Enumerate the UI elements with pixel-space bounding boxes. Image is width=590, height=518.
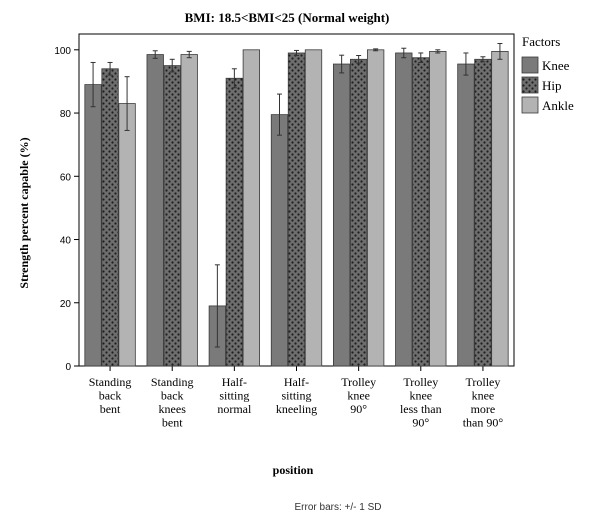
x-tick-label: Trolley knee more than 90° bbox=[463, 375, 504, 430]
x-tick-label-line: back bbox=[161, 389, 184, 403]
y-tick-label: 20 bbox=[60, 299, 72, 310]
x-tick-label-line: 90° bbox=[412, 416, 429, 430]
bar-hip bbox=[287, 52, 306, 367]
x-tick-label-line: Standing bbox=[89, 375, 132, 389]
x-tick-label: Standing back knees bent bbox=[151, 375, 194, 430]
x-tick-label-line: kneeling bbox=[276, 402, 317, 416]
bar-knee bbox=[457, 63, 475, 367]
x-tick-label-line: more bbox=[471, 402, 496, 416]
bar-ankle bbox=[180, 54, 198, 367]
x-tick-label-line: Trolley bbox=[341, 375, 376, 389]
y-tick-label: 40 bbox=[60, 236, 72, 247]
bar-knee bbox=[84, 84, 102, 367]
legend-label-knee: Knee bbox=[542, 58, 570, 73]
x-tick-label-line: back bbox=[99, 389, 122, 403]
legend-swatch-ankle bbox=[521, 96, 539, 114]
bar-knee bbox=[146, 54, 164, 367]
x-tick-label-line: than 90° bbox=[463, 416, 504, 430]
y-tick-label: 80 bbox=[60, 109, 72, 120]
bar-hip bbox=[349, 58, 368, 367]
bar-ankle bbox=[242, 49, 261, 367]
legend-title: Factors bbox=[522, 34, 560, 49]
bar-hip bbox=[474, 58, 492, 367]
x-tick-label: Trolley knee less than 90° bbox=[400, 375, 442, 430]
bar-knee bbox=[270, 114, 289, 367]
bar-hip bbox=[101, 68, 119, 367]
x-tick-label-line: knee bbox=[347, 389, 370, 403]
bar-ankle bbox=[491, 50, 509, 367]
y-tick-label: 60 bbox=[60, 172, 72, 183]
x-tick-label-line: knee bbox=[409, 389, 432, 403]
x-tick-label-line: 90° bbox=[350, 402, 367, 416]
bar-ankle bbox=[118, 103, 136, 367]
bar-ankle bbox=[366, 49, 385, 367]
x-tick-label-line: sitting bbox=[219, 389, 249, 403]
bar-ankle bbox=[429, 50, 447, 367]
legend-swatch-hip bbox=[521, 76, 539, 94]
x-tick-label: Half-sitting kneeling bbox=[276, 375, 317, 416]
x-tick-label-line: Half- bbox=[284, 375, 309, 389]
chart-title: BMI: 18.5<BMI<25 (Normal weight) bbox=[185, 10, 390, 25]
bar-knee bbox=[395, 52, 413, 367]
x-tick-label-line: normal bbox=[217, 402, 252, 416]
bar-knee bbox=[332, 63, 351, 367]
x-tick-label: Trolley knee 90° bbox=[341, 375, 376, 416]
x-tick-label-line: sitting bbox=[281, 389, 311, 403]
x-tick-label-line: Standing bbox=[151, 375, 194, 389]
x-tick-label-line: knee bbox=[472, 389, 495, 403]
bar-hip bbox=[412, 57, 430, 367]
x-tick-label-line: knees bbox=[159, 402, 187, 416]
error-bar-note: Error bars: +/- 1 SD bbox=[295, 502, 382, 513]
bar-hip bbox=[163, 65, 181, 367]
x-tick-label-line: Trolley bbox=[403, 375, 438, 389]
y-axis-label: Strength percent capable (%) bbox=[17, 137, 31, 288]
bar-ankle bbox=[304, 49, 323, 367]
x-tick-label: Half-sitting normal bbox=[217, 375, 252, 416]
legend: Factors Knee Hip Ankle bbox=[521, 34, 574, 114]
x-tick-label-line: Trolley bbox=[465, 375, 500, 389]
legend-label-hip: Hip bbox=[542, 78, 562, 93]
x-axis-label: position bbox=[273, 463, 314, 477]
x-tick-label-line: Half- bbox=[222, 375, 247, 389]
x-tick-label: Standing back bent bbox=[89, 375, 132, 416]
x-tick-label-line: less than bbox=[400, 402, 442, 416]
y-tick-label: 100 bbox=[54, 46, 71, 57]
y-tick-label: 0 bbox=[65, 362, 71, 373]
legend-label-ankle: Ankle bbox=[542, 98, 574, 113]
bar-hip bbox=[225, 77, 244, 367]
x-tick-label-line: bent bbox=[100, 402, 121, 416]
x-tick-label-line: bent bbox=[162, 416, 183, 430]
legend-swatch-knee bbox=[521, 56, 539, 74]
